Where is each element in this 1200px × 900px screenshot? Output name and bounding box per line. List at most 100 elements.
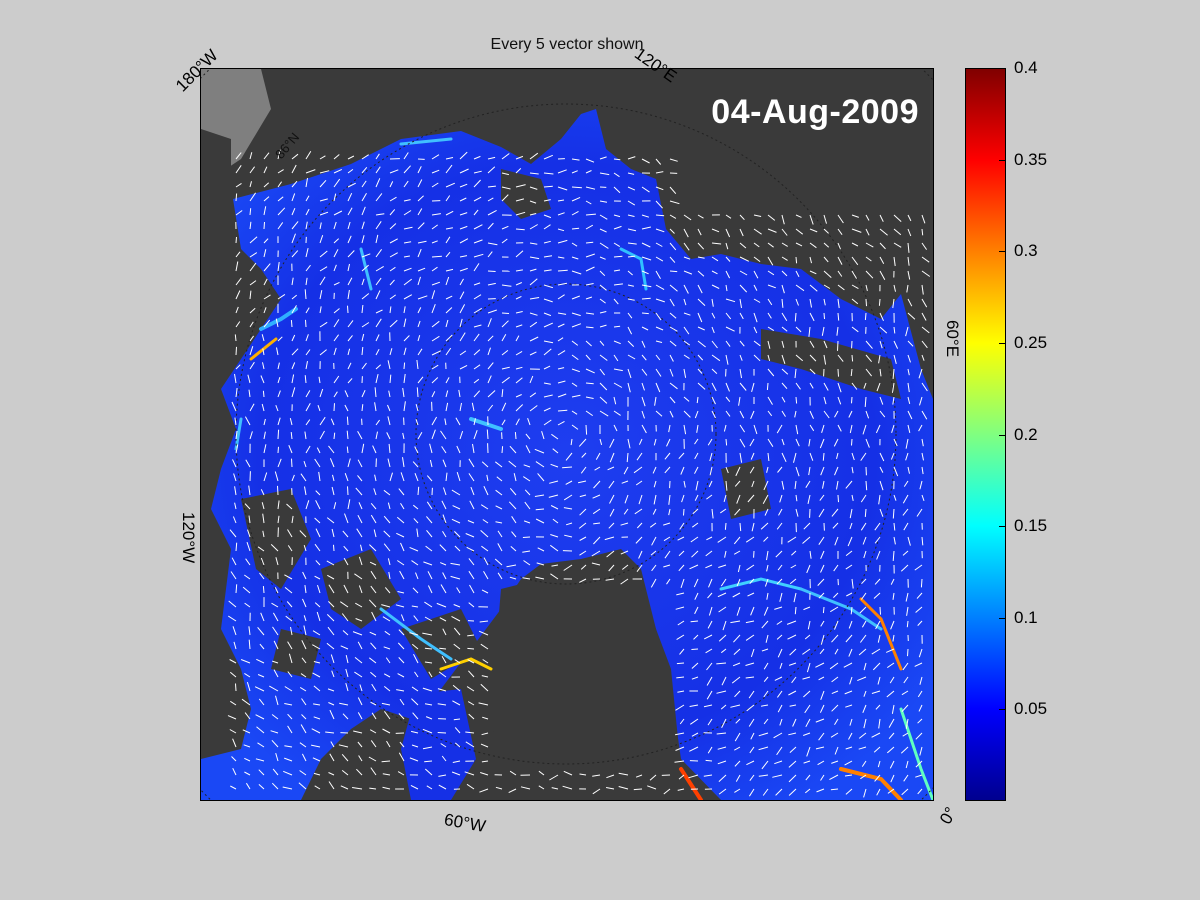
drift-vector (468, 713, 475, 720)
drift-vector (767, 452, 770, 462)
drift-vector (725, 480, 728, 491)
drift-vector (513, 473, 517, 482)
drift-vector (495, 505, 503, 510)
drift-vector (383, 646, 391, 650)
drift-vector (694, 438, 699, 445)
drift-vector (776, 746, 783, 756)
drift-vector (409, 632, 419, 636)
drift-vector (565, 452, 573, 461)
drift-vector (887, 788, 895, 794)
drift-vector (669, 284, 678, 292)
drift-vector (735, 718, 741, 724)
drift-vector (389, 252, 398, 258)
drift-vector (823, 256, 829, 263)
drift-vector (697, 382, 706, 390)
drift-vector (361, 346, 364, 356)
drift-vector (641, 326, 649, 331)
drift-vector (758, 746, 769, 751)
drift-vector (441, 500, 447, 510)
drift-vector (313, 703, 321, 706)
drift-vector (609, 508, 615, 517)
drift-vector (360, 544, 363, 552)
drift-vector (304, 431, 307, 440)
drift-vector (623, 508, 629, 515)
drift-vector (305, 361, 308, 370)
drift-vector (538, 785, 545, 790)
drift-vector (481, 545, 489, 552)
drift-vector (655, 382, 661, 393)
drift-vector (483, 557, 489, 566)
drift-vector (638, 494, 643, 505)
drift-vector (291, 305, 297, 314)
drift-vector (480, 643, 489, 650)
drift-vector (767, 284, 776, 289)
drift-vector (779, 662, 783, 669)
drift-vector (921, 410, 928, 420)
drift-vector (501, 284, 512, 287)
drift-vector (879, 452, 885, 462)
drift-vector (235, 364, 241, 370)
drift-vector (535, 508, 545, 511)
drift-vector (795, 326, 802, 333)
drift-vector (523, 476, 531, 482)
drift-vector (683, 228, 689, 238)
drift-vector (529, 321, 538, 328)
drift-vector (655, 242, 663, 247)
drift-vector (845, 704, 853, 708)
drift-vector (753, 354, 761, 362)
drift-vector (529, 152, 539, 160)
drift-vector (823, 228, 829, 234)
drift-vector (879, 508, 884, 517)
drift-vector (585, 200, 592, 205)
drift-vector (357, 459, 363, 468)
drift-vector (468, 558, 475, 566)
drift-vector (721, 718, 727, 729)
drift-vector (809, 368, 816, 375)
drift-vector (375, 334, 380, 342)
drift-vector (850, 606, 853, 615)
drift-vector (734, 480, 741, 487)
drift-vector (683, 424, 687, 435)
drift-vector (369, 561, 377, 566)
colorbar-tick-label: 0.4 (1014, 58, 1038, 77)
drift-vector (655, 200, 663, 209)
drift-vector (459, 430, 464, 440)
drift-vector (529, 256, 540, 260)
drift-vector (781, 326, 788, 332)
drift-vector (718, 564, 727, 568)
drift-vector (916, 508, 923, 517)
drift-vector (263, 319, 271, 328)
drift-vector (819, 438, 825, 449)
drift-vector (808, 438, 811, 447)
drift-vector (606, 787, 615, 790)
drift-vector (788, 732, 797, 736)
drift-vector (501, 320, 509, 328)
drift-vector (319, 222, 322, 230)
drift-vector (333, 210, 343, 216)
drift-vector (580, 466, 587, 474)
drift-vector (697, 312, 703, 323)
drift-vector (229, 529, 237, 538)
drift-vector (249, 208, 252, 216)
drift-vector (388, 390, 391, 398)
drift-vector (772, 774, 783, 778)
drift-vector (921, 270, 931, 277)
drift-vector (717, 760, 727, 765)
drift-vector (459, 402, 462, 412)
drift-vector (921, 536, 924, 546)
drift-vector (330, 741, 335, 748)
drift-vector (725, 242, 729, 250)
drift-vector (750, 410, 755, 419)
drift-vector (459, 304, 466, 314)
drift-vector (431, 290, 436, 300)
drift-vector (473, 294, 482, 300)
drift-vector (781, 452, 787, 463)
drift-vector (501, 186, 511, 190)
drift-vector (412, 587, 419, 594)
drift-vector (725, 354, 729, 365)
drift-vector (520, 786, 531, 790)
drift-vector (487, 242, 498, 246)
drift-vector (257, 742, 265, 748)
drift-vector (305, 445, 311, 454)
drift-vector (248, 389, 251, 398)
